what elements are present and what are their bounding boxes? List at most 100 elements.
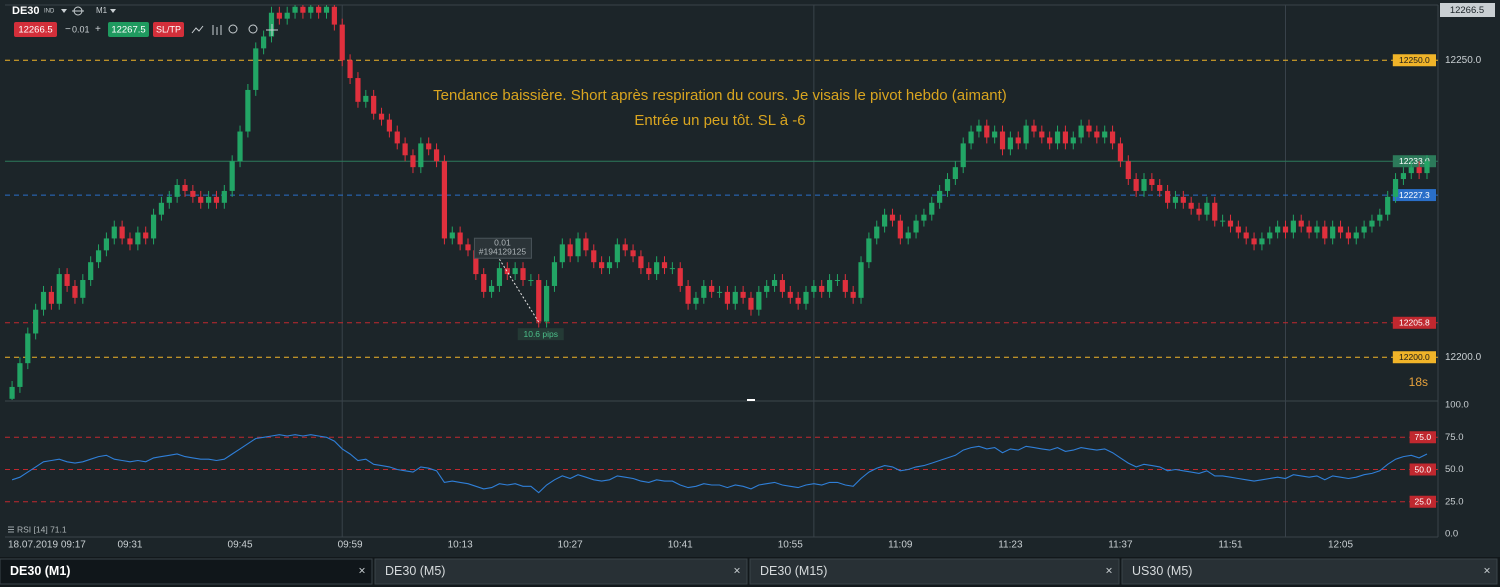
candle-body xyxy=(724,291,730,304)
candle-body xyxy=(119,226,125,239)
candle-body xyxy=(591,250,597,263)
pips-box xyxy=(517,328,564,341)
candle-body xyxy=(245,89,251,132)
buy-button[interactable] xyxy=(108,22,149,37)
tab-close[interactable]: × xyxy=(733,564,740,578)
tab-label[interactable]: DE30 (M5) xyxy=(385,564,445,578)
splitter-handle[interactable] xyxy=(747,399,755,401)
candle-body xyxy=(826,280,833,292)
tab[interactable] xyxy=(1121,558,1498,585)
candle-body xyxy=(1007,137,1013,150)
move-icon[interactable] xyxy=(266,24,278,36)
candle-body xyxy=(355,78,361,102)
candle-body xyxy=(866,238,872,263)
candle-body xyxy=(1039,131,1045,138)
tab[interactable] xyxy=(749,558,1120,585)
studies-icon[interactable] xyxy=(212,25,222,35)
candle-body xyxy=(1345,232,1351,239)
candle-body xyxy=(1172,196,1179,203)
candle-body xyxy=(363,95,369,102)
candle-body xyxy=(1220,220,1226,222)
tab-label[interactable]: US30 (M5) xyxy=(1132,564,1192,578)
trade-id: #194129125 xyxy=(479,246,527,256)
candle-body xyxy=(284,12,290,19)
candle-body xyxy=(544,285,550,322)
lot-plus[interactable]: + xyxy=(95,24,101,35)
sltp-label[interactable]: SL/TP xyxy=(156,24,181,34)
candle-body xyxy=(669,268,675,270)
candle-body xyxy=(732,291,738,304)
candle-body xyxy=(1267,232,1273,239)
x-tick-label: 11:23 xyxy=(998,540,1023,551)
candle-body xyxy=(386,119,392,132)
sell-button[interactable] xyxy=(14,22,57,37)
candle-body xyxy=(1392,179,1399,197)
x-tick-label: 09:31 xyxy=(117,540,142,551)
candle-body xyxy=(1330,226,1336,239)
tab-close[interactable]: × xyxy=(358,564,365,578)
candle-body xyxy=(25,333,31,364)
candle-body xyxy=(599,262,605,269)
last-price-label: 12266.5 xyxy=(1450,5,1484,16)
sltp-button[interactable] xyxy=(153,22,184,37)
lot-size[interactable]: 0.01 xyxy=(72,24,90,34)
tab[interactable] xyxy=(374,558,748,585)
candle-body xyxy=(897,220,903,239)
x-tick-label: 10:13 xyxy=(448,540,473,551)
rsi-line xyxy=(11,434,1428,494)
candle-body xyxy=(1227,220,1234,227)
candle-body xyxy=(1400,173,1407,180)
candle-body xyxy=(764,285,770,292)
lot-minus[interactable]: − xyxy=(65,24,71,35)
candle-body xyxy=(1377,214,1383,221)
candle-body xyxy=(1275,226,1281,233)
tab[interactable] xyxy=(0,558,373,585)
candle-body xyxy=(182,184,188,191)
candle-body xyxy=(984,125,990,138)
indicator-icon[interactable] xyxy=(191,25,204,34)
tab-close[interactable]: × xyxy=(1105,564,1112,578)
candle-body xyxy=(1290,220,1296,233)
zoom-in-icon[interactable] xyxy=(248,24,258,34)
candle-body xyxy=(410,155,416,168)
candle-body xyxy=(1259,238,1265,245)
candle-body xyxy=(811,285,817,292)
candle-body xyxy=(433,149,440,162)
rsi-icon xyxy=(8,526,14,533)
candle-body xyxy=(787,291,793,298)
candle-body xyxy=(339,24,345,61)
candle-body xyxy=(795,297,801,304)
tab-close[interactable]: × xyxy=(1483,564,1490,578)
timeframe[interactable]: M1 xyxy=(96,6,108,15)
level-badge xyxy=(1409,463,1436,476)
candle-body xyxy=(921,214,927,221)
toolbar: DE30 IND M1 12266.5 − 0.01 + 12267.5 SL/… xyxy=(12,5,278,37)
candle-body xyxy=(465,244,471,251)
tab-label[interactable]: DE30 (M1) xyxy=(10,564,70,578)
candle-body xyxy=(190,190,196,197)
candle-body xyxy=(1322,226,1328,239)
candle-body xyxy=(205,196,212,203)
candle-body xyxy=(929,202,935,215)
candle-body xyxy=(158,202,165,215)
candle-body xyxy=(1204,202,1210,215)
dropdown-icon[interactable] xyxy=(110,9,116,13)
zoom-out-icon[interactable] xyxy=(228,24,238,34)
x-tick-label: 11:51 xyxy=(1218,540,1243,551)
candle-body xyxy=(402,143,408,156)
sell-price[interactable]: 12266.5 xyxy=(18,25,52,36)
symbol[interactable]: DE30 xyxy=(12,5,40,17)
candle-body xyxy=(323,6,330,13)
candle-body xyxy=(1086,125,1092,132)
candle-body xyxy=(740,291,746,298)
candle-body xyxy=(834,280,841,282)
candle-timer: 18s xyxy=(1409,375,1428,389)
level-badge xyxy=(1392,351,1436,364)
buy-price[interactable]: 12267.5 xyxy=(111,25,145,36)
tab-label[interactable]: DE30 (M15) xyxy=(760,564,827,578)
dropdown-icon[interactable] xyxy=(61,9,67,13)
candle-body xyxy=(418,143,424,168)
candle-body xyxy=(347,60,353,79)
candle-body xyxy=(858,262,864,298)
candle-body xyxy=(1133,179,1139,191)
